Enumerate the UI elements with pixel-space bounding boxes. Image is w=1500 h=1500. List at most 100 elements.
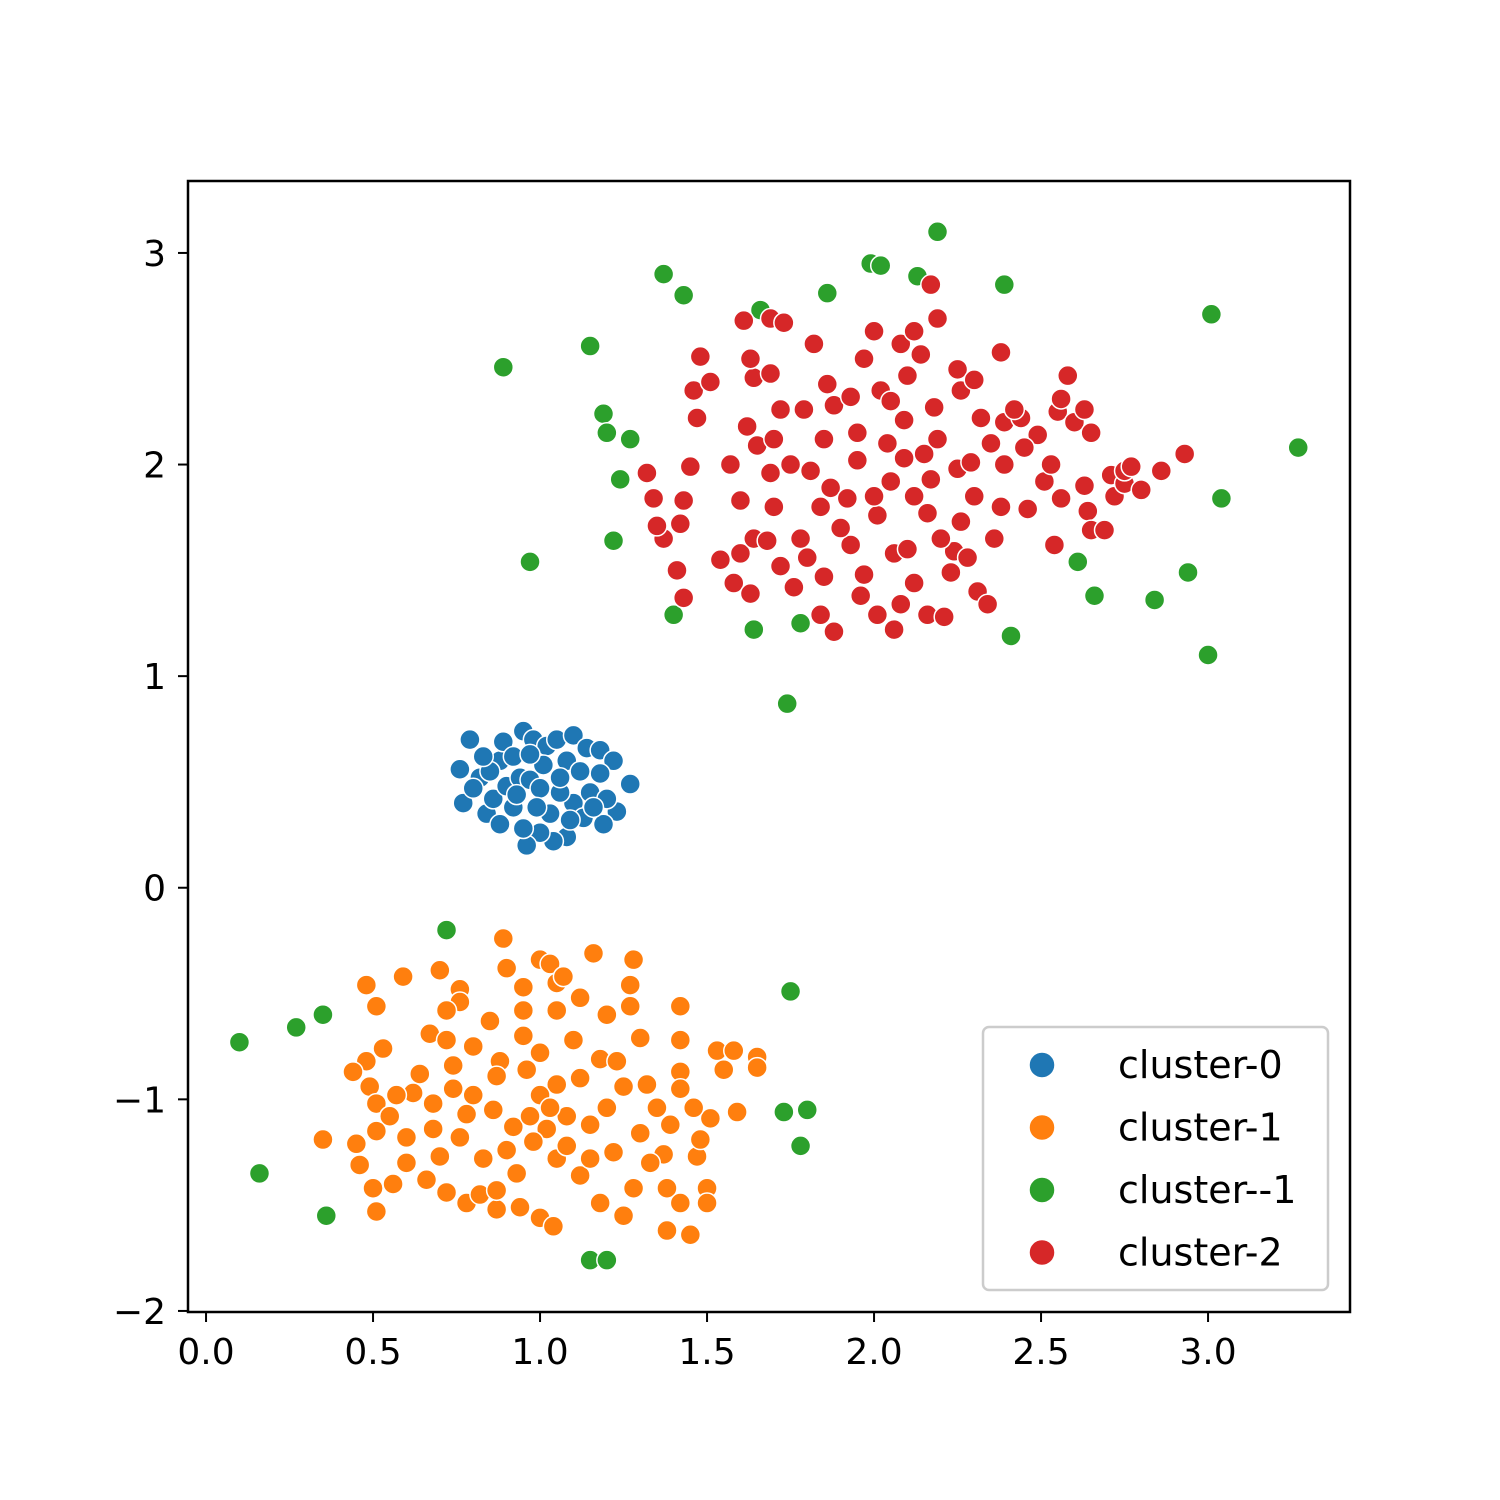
point-cluster-1 xyxy=(556,1135,578,1157)
point-cluster-2 xyxy=(779,453,802,476)
point-cluster-1 xyxy=(365,1092,388,1115)
point-cluster-0 xyxy=(505,783,528,806)
point-cluster-1 xyxy=(365,995,388,1017)
point-cluster-2 xyxy=(1173,443,1196,465)
legend-item-cluster-1: cluster-1 xyxy=(1028,1106,1283,1150)
point-cluster-1 xyxy=(636,1073,658,1096)
point-cluster--1 xyxy=(492,356,515,378)
point-cluster-1 xyxy=(435,999,458,1022)
point-cluster-2 xyxy=(920,468,942,491)
point-cluster-0 xyxy=(452,792,474,814)
point-cluster--1 xyxy=(1200,303,1223,326)
point-cluster--1 xyxy=(1067,551,1089,573)
point-cluster-1 xyxy=(545,1073,568,1096)
legend: cluster-0 cluster-1 cluster--1 cluster-2 xyxy=(981,1025,1330,1292)
point-cluster-2 xyxy=(926,428,949,450)
point-cluster-1 xyxy=(409,1063,431,1085)
point-cluster-1 xyxy=(656,1219,678,1242)
point-cluster-1 xyxy=(579,1147,601,1170)
point-cluster-2 xyxy=(1050,487,1072,510)
x-tick-label: 2.5 xyxy=(1012,1332,1069,1373)
point-cluster-0 xyxy=(529,777,551,800)
point-cluster-2 xyxy=(682,379,705,402)
point-cluster--1 xyxy=(993,273,1016,296)
point-cluster-2 xyxy=(672,489,695,512)
point-cluster-1 xyxy=(372,1037,394,1060)
point-cluster-1 xyxy=(682,1097,705,1119)
point-cluster-2 xyxy=(903,572,925,594)
point-cluster-2 xyxy=(866,504,889,527)
legend-marker xyxy=(1028,1051,1056,1079)
point-cluster--1 xyxy=(1000,625,1022,647)
point-cluster-2 xyxy=(836,487,859,510)
point-cluster-1 xyxy=(569,987,591,1009)
point-cluster-1 xyxy=(492,927,515,950)
point-cluster-0 xyxy=(619,773,641,795)
point-cluster-1 xyxy=(422,1118,444,1140)
point-cluster-1 xyxy=(545,999,568,1022)
point-cluster-1 xyxy=(529,1042,551,1064)
legend-item-cluster-0: cluster-0 xyxy=(1028,1043,1283,1087)
point-cluster-1 xyxy=(606,1050,628,1073)
point-cluster-0 xyxy=(449,758,471,780)
point-cluster-0 xyxy=(602,750,625,772)
point-cluster-2 xyxy=(1150,460,1173,482)
point-cluster-2 xyxy=(1040,453,1062,476)
point-cluster-2 xyxy=(920,273,942,296)
point-cluster--1 xyxy=(592,403,615,425)
point-cluster--1 xyxy=(869,254,892,277)
point-cluster-0 xyxy=(482,788,505,810)
point-cluster-2 xyxy=(913,443,935,465)
x-tick-label: 2.0 xyxy=(845,1332,902,1373)
legend-label: cluster-1 xyxy=(1118,1106,1283,1150)
point-cluster--1 xyxy=(596,422,618,444)
point-cluster-2 xyxy=(879,470,902,493)
point-cluster--1 xyxy=(602,529,625,552)
point-cluster-1 xyxy=(602,1141,625,1163)
point-cluster--1 xyxy=(779,980,802,1003)
x-tick-label: 0.0 xyxy=(177,1332,234,1373)
point-cluster-2 xyxy=(1043,534,1066,556)
point-cluster-2 xyxy=(739,582,762,605)
point-cluster-0 xyxy=(569,760,591,783)
legend-label: cluster-0 xyxy=(1118,1043,1283,1087)
point-cluster-1 xyxy=(629,1027,651,1049)
point-cluster-1 xyxy=(485,1065,508,1087)
point-cluster-1 xyxy=(535,1118,558,1140)
point-cluster-2 xyxy=(963,485,985,508)
point-cluster-1 xyxy=(495,957,518,979)
point-cluster-1 xyxy=(639,1152,662,1174)
point-cluster-2 xyxy=(970,407,992,429)
point-cluster-2 xyxy=(839,386,862,408)
point-cluster-1 xyxy=(712,1058,735,1081)
point-cluster-1 xyxy=(699,1107,722,1130)
point-cluster-1 xyxy=(622,1177,645,1199)
point-cluster-2 xyxy=(866,604,889,626)
point-cluster-2 xyxy=(736,415,758,438)
point-cluster-1 xyxy=(342,1061,364,1083)
point-cluster-2 xyxy=(853,347,875,370)
point-cluster-1 xyxy=(556,1105,578,1128)
point-cluster-1 xyxy=(696,1192,718,1214)
point-cluster-1 xyxy=(505,1162,528,1185)
point-cluster-2 xyxy=(916,502,939,524)
point-cluster-1 xyxy=(596,1003,618,1026)
point-cluster-2 xyxy=(863,320,885,342)
point-cluster-2 xyxy=(763,496,785,518)
point-cluster-2 xyxy=(759,462,782,484)
point-cluster-2 xyxy=(756,529,778,552)
point-cluster-2 xyxy=(709,549,732,571)
point-cluster-0 xyxy=(589,762,611,785)
point-cluster-2 xyxy=(769,398,792,421)
point-cluster-1 xyxy=(562,1029,585,1051)
legend-label: cluster--1 xyxy=(1118,1168,1296,1212)
point-cluster-2 xyxy=(963,369,985,391)
point-cluster-2 xyxy=(803,333,825,355)
point-cluster-1 xyxy=(422,1092,444,1115)
point-cluster--1 xyxy=(315,1204,338,1227)
point-cluster-2 xyxy=(890,593,912,615)
legend-label: cluster-2 xyxy=(1118,1231,1283,1275)
point-cluster-2 xyxy=(853,563,875,586)
point-cluster-2 xyxy=(642,487,665,510)
x-tick-label: 3.0 xyxy=(1179,1332,1236,1373)
